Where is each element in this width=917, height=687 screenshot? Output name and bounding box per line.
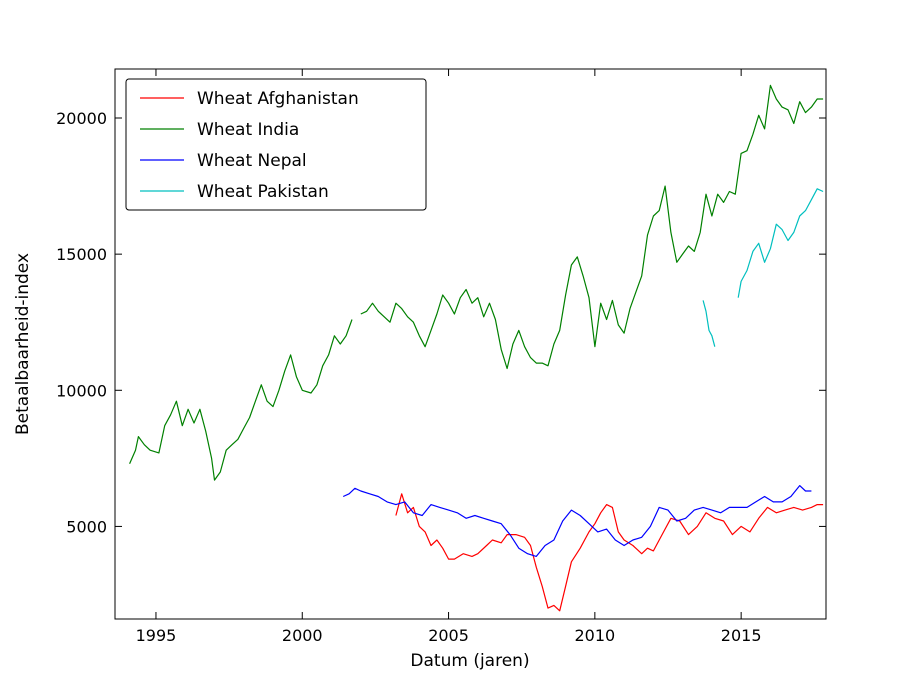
plot-lines [129, 84, 824, 612]
x-axis-label: Datum (jaren) [410, 651, 529, 671]
series-line-wheat-pakistan-1 [702, 300, 716, 347]
legend-label-wheat-pakistan: Wheat Pakistan [197, 182, 329, 202]
y-tick-label: 15000 [56, 245, 107, 264]
series-line-wheat-pakistan-2 [737, 188, 824, 298]
axis-ticks: 1995 2000 2005 2010 2015 5000 10000 15000 20000 [56, 69, 826, 645]
series-line-wheat-india-1 [129, 319, 353, 481]
legend-frame [125, 78, 427, 211]
x-tick-label: 2010 [574, 626, 615, 645]
y-axis-label: Betaalbaarheid-index [13, 253, 33, 435]
x-tick-label: 2015 [721, 626, 762, 645]
y-tick-label: 5000 [66, 517, 107, 536]
plot-frame [114, 68, 827, 620]
series-line-wheat-afghanistan-1 [395, 493, 824, 612]
x-tick-label: 2000 [282, 626, 323, 645]
series-line-wheat-nepal-1 [342, 485, 812, 558]
x-tick-label: 2005 [428, 626, 469, 645]
legend-label-wheat-india: Wheat India [197, 120, 299, 140]
legend: Wheat Afghanistan Wheat India Wheat Nepal W… [125, 78, 427, 211]
series-line-wheat-india-2 [360, 84, 824, 370]
legend-label-wheat-afghanistan: Wheat Afghanistan [197, 89, 359, 109]
y-tick-label: 20000 [56, 109, 107, 128]
y-tick-label: 10000 [56, 381, 107, 400]
legend-label-wheat-nepal: Wheat Nepal [197, 151, 307, 171]
x-tick-label: 1995 [136, 626, 177, 645]
